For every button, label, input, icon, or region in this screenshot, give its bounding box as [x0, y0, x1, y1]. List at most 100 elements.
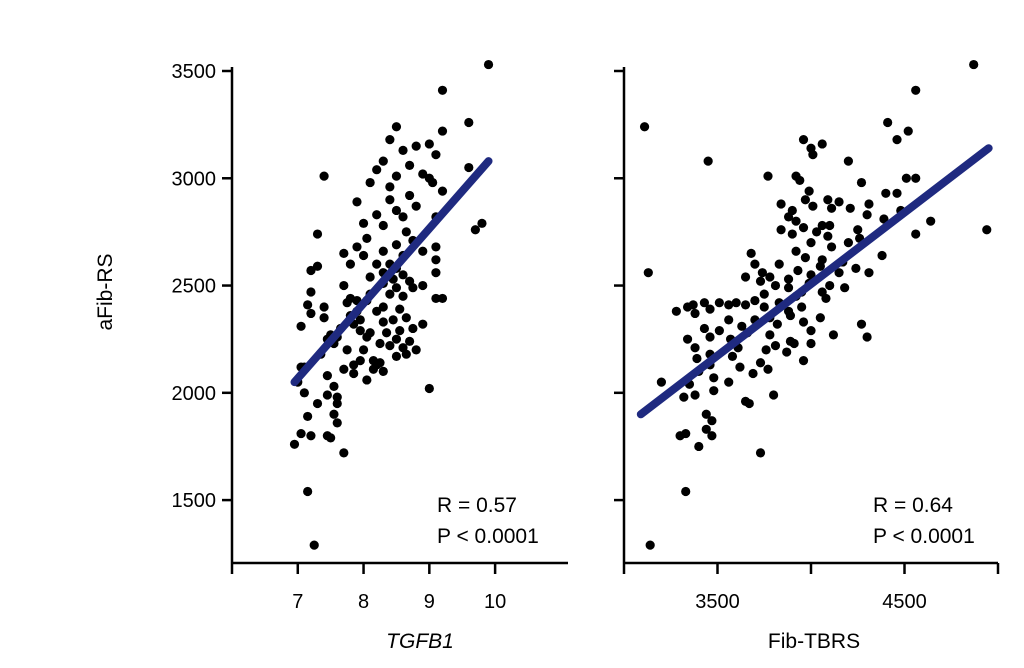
data-point — [911, 173, 921, 183]
data-point — [329, 381, 339, 391]
data-point — [385, 195, 395, 205]
data-point — [787, 229, 797, 239]
data-point — [731, 298, 741, 308]
data-point — [776, 199, 786, 209]
data-point — [299, 388, 309, 398]
data-point — [395, 326, 405, 336]
data-point — [464, 117, 474, 128]
data-point — [692, 353, 702, 364]
data-point — [688, 300, 698, 310]
data-point — [843, 238, 854, 248]
data-point — [362, 233, 372, 243]
data-point — [418, 169, 428, 179]
x-tick-label: 7 — [292, 591, 303, 613]
data-point — [368, 364, 379, 374]
data-point — [808, 150, 818, 160]
data-point — [483, 59, 494, 70]
data-point — [791, 246, 801, 256]
data-point — [296, 321, 306, 331]
y-tick-label: 2000 — [172, 383, 217, 405]
data-point — [431, 242, 441, 252]
panel-1-points — [289, 59, 494, 550]
data-point — [828, 330, 839, 340]
data-point — [793, 265, 803, 276]
data-point — [312, 398, 323, 409]
data-point — [428, 177, 438, 188]
data-point — [289, 439, 300, 449]
data-point — [391, 334, 402, 344]
data-point — [342, 345, 352, 355]
data-point — [856, 319, 867, 329]
data-point — [372, 210, 382, 220]
panel-2-y-ticks — [614, 69, 624, 502]
data-point — [843, 156, 854, 166]
data-point — [355, 356, 365, 366]
data-point — [643, 268, 653, 278]
data-point — [391, 122, 402, 132]
data-point — [303, 486, 313, 497]
data-point — [391, 205, 402, 216]
data-point — [329, 409, 339, 419]
data-point — [709, 373, 719, 383]
data-point — [785, 310, 796, 321]
data-point — [759, 302, 769, 312]
data-point — [645, 540, 655, 550]
data-point — [395, 304, 405, 314]
data-point — [378, 156, 388, 166]
data-point — [411, 345, 421, 355]
data-point — [757, 268, 767, 278]
data-point — [349, 368, 359, 379]
data-point — [740, 300, 751, 310]
data-point — [424, 139, 434, 149]
panel-1-r-value: R = 0.57 — [437, 494, 517, 517]
data-point — [345, 259, 355, 269]
data-point — [740, 272, 751, 282]
data-point — [817, 139, 827, 149]
data-point — [690, 343, 700, 353]
data-point — [322, 371, 332, 381]
data-point — [418, 280, 428, 291]
data-point — [671, 306, 681, 316]
data-point — [776, 225, 786, 235]
data-point — [853, 225, 863, 235]
panel-2-x-axis-title: Fib-TBRS — [768, 630, 860, 653]
data-point — [825, 280, 835, 291]
data-point — [845, 203, 855, 213]
data-point — [783, 283, 794, 293]
data-point — [408, 323, 418, 334]
data-point — [724, 300, 734, 310]
data-point — [911, 229, 921, 239]
data-point — [391, 351, 402, 361]
data-point — [806, 238, 816, 248]
data-point — [424, 383, 434, 394]
data-point — [411, 201, 421, 211]
data-point — [772, 319, 782, 329]
data-point — [881, 188, 891, 198]
data-point — [339, 280, 349, 291]
data-point — [319, 171, 329, 181]
data-point — [724, 377, 734, 387]
shared-y-axis-title: aFib-RS — [94, 253, 117, 330]
data-point — [703, 156, 713, 166]
data-point — [800, 253, 810, 263]
data-point — [639, 122, 650, 132]
data-point — [812, 227, 822, 237]
data-point — [699, 323, 710, 334]
data-point — [701, 424, 711, 434]
data-point — [378, 302, 388, 312]
data-point — [322, 390, 332, 400]
data-point — [312, 229, 323, 239]
x-tick-label: 9 — [424, 591, 435, 613]
data-point — [319, 313, 329, 323]
data-point — [834, 268, 844, 278]
data-point — [303, 300, 313, 310]
panel-1-p-value: P < 0.0001 — [437, 525, 539, 548]
data-point — [378, 246, 388, 256]
y-tick-label: 3500 — [172, 61, 217, 83]
data-point — [398, 212, 408, 222]
data-point — [744, 398, 754, 409]
data-point — [815, 313, 825, 323]
data-point — [378, 317, 388, 327]
data-point — [681, 486, 691, 497]
data-point — [821, 293, 831, 304]
